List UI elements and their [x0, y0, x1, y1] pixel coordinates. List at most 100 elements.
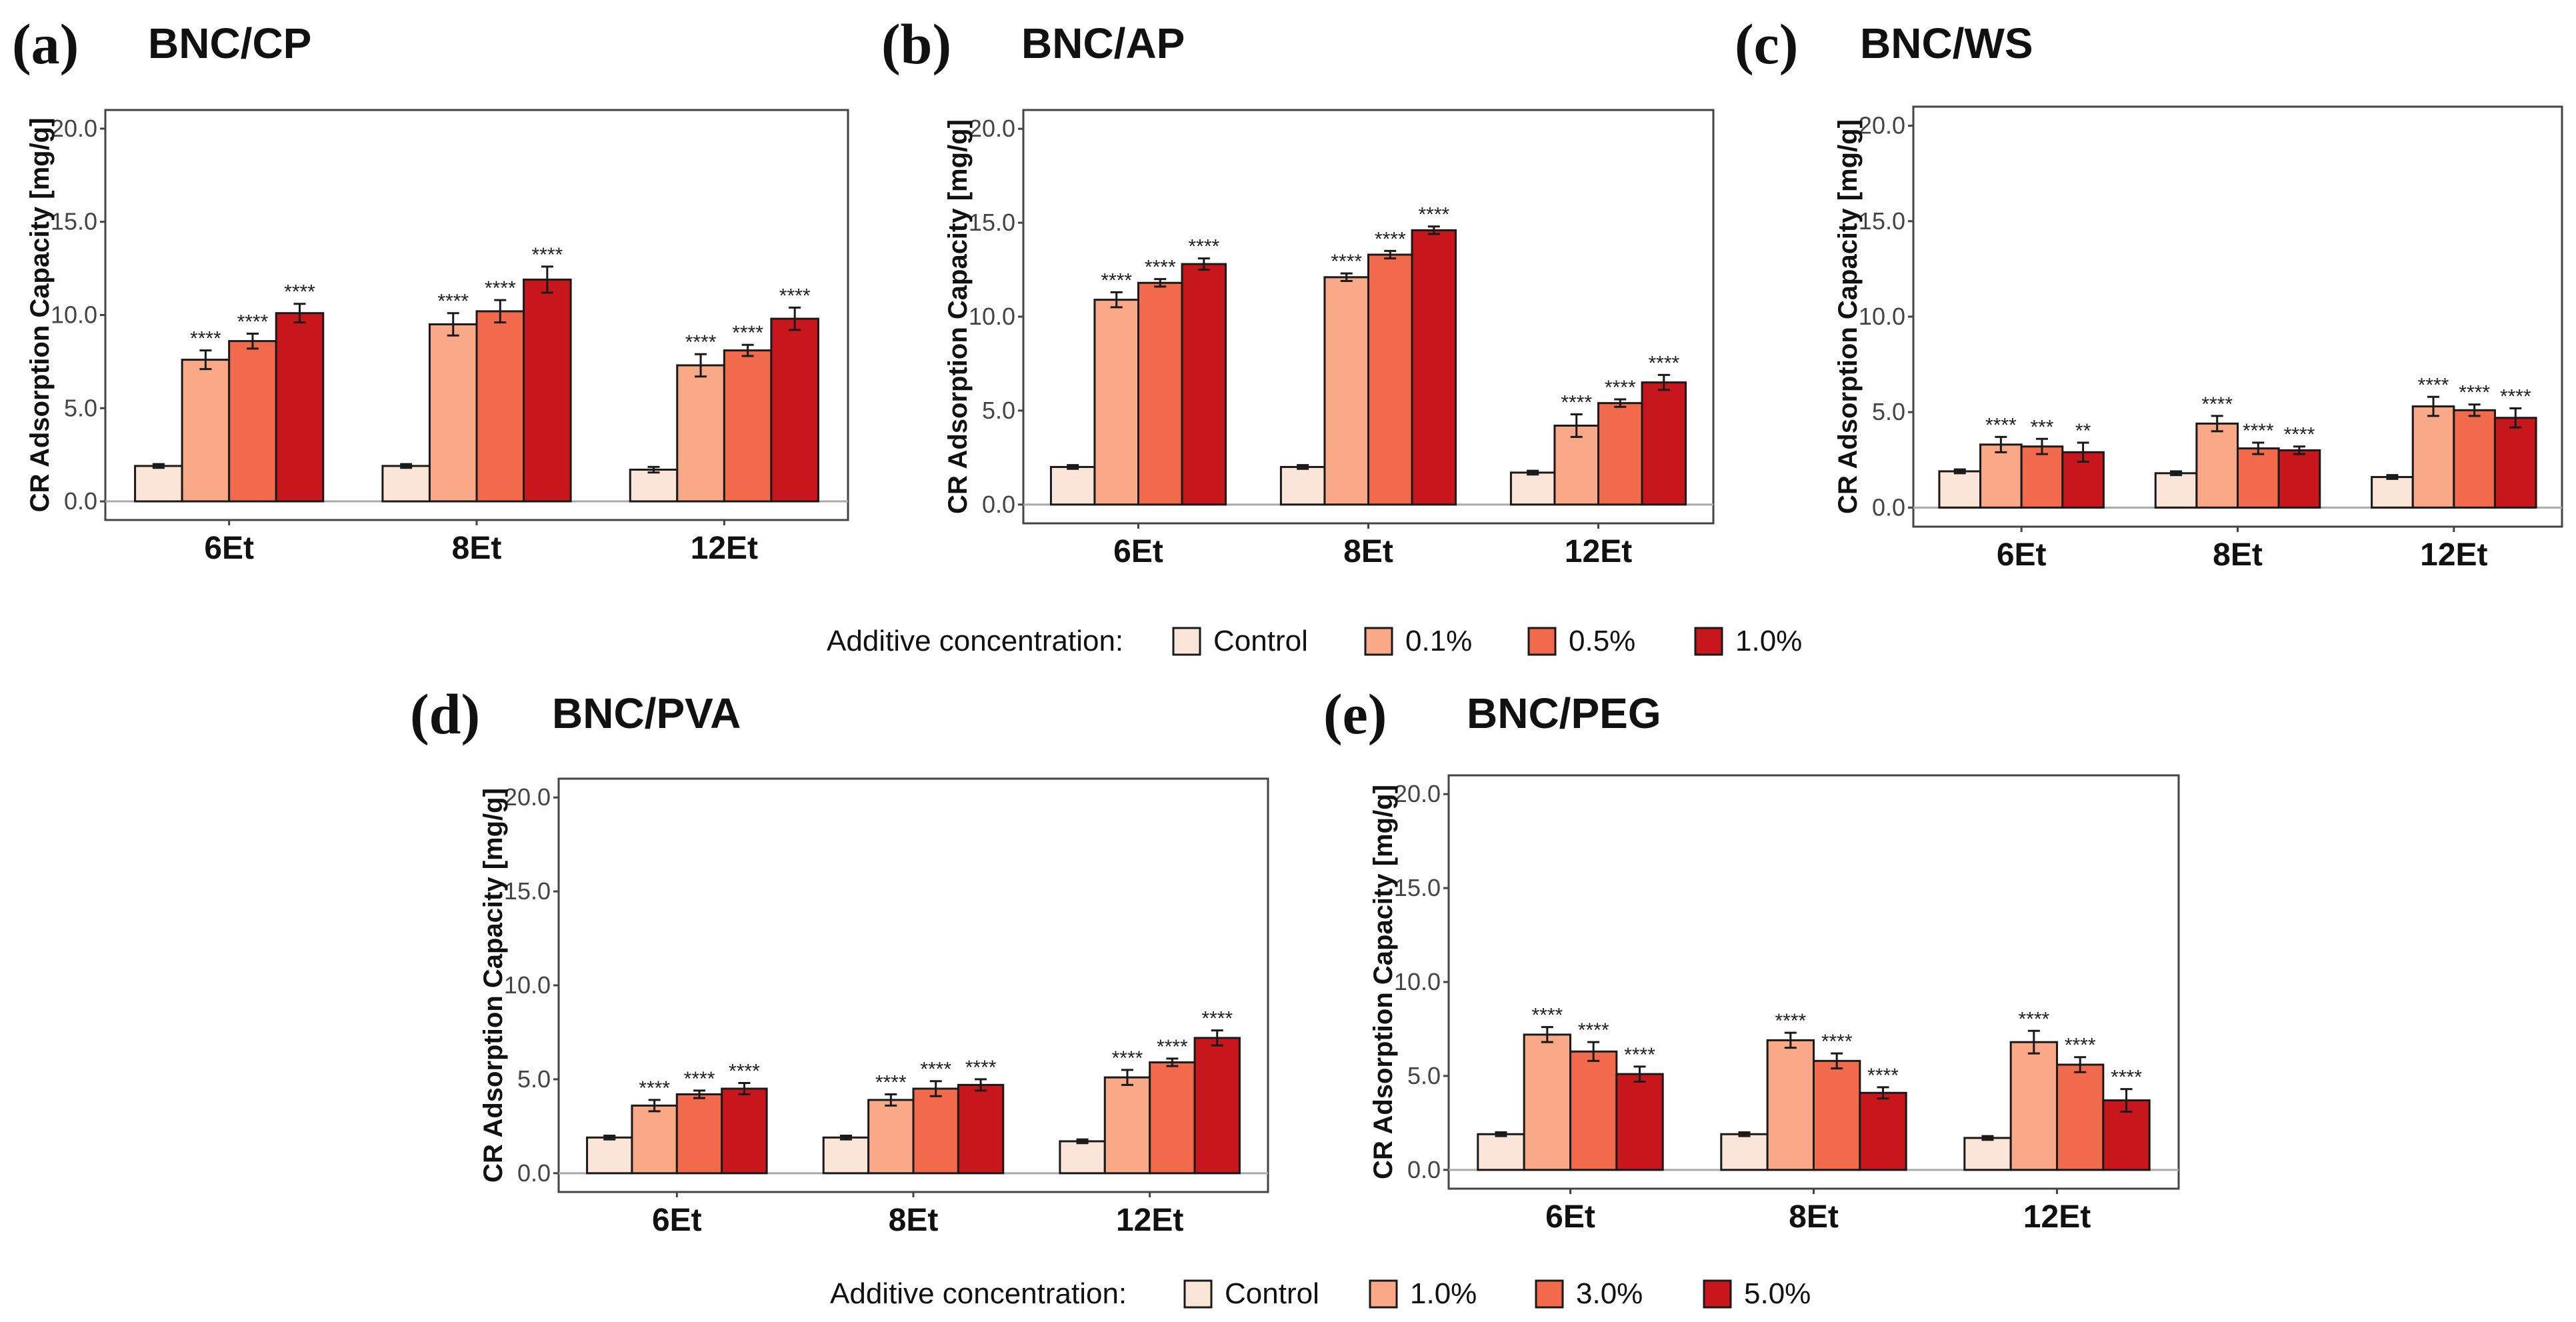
bar	[957, 1083, 1005, 1175]
y-tick-label: 0.0	[517, 1159, 551, 1187]
bar	[723, 349, 773, 503]
bar	[381, 465, 431, 503]
significance-label: ****	[1112, 1047, 1143, 1069]
panel-title: BNC/CP	[148, 19, 311, 67]
panel-letter: (d)	[410, 682, 480, 746]
significance-label: ****	[284, 281, 315, 303]
significance-label: **	[2075, 420, 2091, 442]
panel-title: BNC/WS	[1860, 19, 2033, 67]
y-tick-label: 0.0	[1872, 493, 1905, 521]
bar	[523, 278, 572, 503]
bar	[822, 1136, 870, 1175]
x-tick-label: 12Et	[691, 531, 758, 566]
y-tick-label: 10.0	[1859, 303, 1905, 330]
panel-title: BNC/PVA	[552, 689, 741, 737]
significance-label: ****	[2459, 382, 2490, 404]
y-tick-label: 0.0	[1407, 1156, 1441, 1183]
y-tick-label: 0.0	[982, 491, 1015, 518]
x-tick-label: 6Et	[652, 1203, 702, 1238]
bar	[228, 340, 277, 503]
legend-1: Additive concentration: Control 0.1% 0.5% 1.…	[827, 625, 1802, 657]
significance-label: ****	[1985, 414, 2017, 436]
bar	[1641, 381, 1687, 506]
y-tick-label: 10.0	[51, 301, 97, 329]
legend-swatch	[1364, 627, 1393, 656]
panel-letter: (a)	[12, 12, 79, 76]
bar	[1367, 253, 1413, 506]
bar	[1553, 424, 1599, 506]
y-tick-label: 15.0	[1859, 207, 1905, 235]
bar	[1137, 281, 1183, 506]
x-tick-label: 8Et	[1343, 534, 1393, 569]
significance-label: ****	[1201, 1008, 1233, 1030]
bar	[2453, 409, 2496, 509]
significance-label: ****	[2018, 1008, 2049, 1030]
y-axis-label: CR Adsorption Capacity [mg/g]	[1369, 785, 1398, 1179]
significance-label: ****	[685, 331, 717, 353]
bar	[475, 310, 525, 503]
y-tick-label: 5.0	[517, 1065, 551, 1093]
panel-bnc-ws: (c) BNC/WS 0.0 5.0 10.0 15.0 20.0CR Adsorption…	[1735, 12, 2563, 573]
x-tick-label: 8Et	[2213, 537, 2263, 573]
y-tick-label: 15.0	[969, 209, 1015, 236]
significance-label: ***	[2030, 416, 2053, 438]
panel-letter: (b)	[881, 12, 951, 76]
legend-2: Additive concentration: Control 1.0% 3.0% 5.…	[830, 1277, 1811, 1310]
bar	[1597, 402, 1643, 506]
significance-label: ****	[2418, 374, 2449, 396]
bar	[1181, 263, 1227, 506]
bar	[134, 465, 183, 503]
y-tick-label: 15.0	[51, 208, 97, 235]
significance-label: ****	[2243, 420, 2274, 442]
bar	[2154, 472, 2198, 509]
x-tick-label: 8Et	[1789, 1199, 1839, 1235]
y-tick-label: 5.0	[64, 394, 97, 421]
panel-title: BNC/PEG	[1467, 689, 1661, 737]
panel-bnc-pva: (d) BNC/PVA 0.0 5.0 10.0 15.0 20.0CR Adsorptio…	[410, 682, 1269, 1238]
bar	[2020, 445, 2064, 509]
bar	[2237, 447, 2280, 509]
bar	[2277, 449, 2321, 509]
panel-bnc-peg: (e) BNC/PEG 0.0 5.0 10.0 15.0 20.0CR Adsorptio…	[1323, 682, 2180, 1235]
bar	[1093, 299, 1139, 506]
legend-label: 5.0%	[1744, 1277, 1811, 1310]
bar	[770, 317, 819, 503]
x-tick-label: 6Et	[1545, 1199, 1595, 1235]
significance-label: ****	[2284, 424, 2315, 446]
bar	[2371, 476, 2414, 509]
x-tick-label: 6Et	[1997, 537, 2047, 573]
panel-bnc-ap: (b) BNC/AP 0.0 5.0 10.0 15.0 20.0CR Adsorption…	[881, 12, 1715, 569]
significance-label: ****	[729, 1061, 760, 1083]
y-axis-label: CR Adsorption Capacity [mg/g]	[25, 118, 55, 513]
x-tick-label: 8Et	[452, 531, 502, 566]
y-tick-label: 5.0	[1872, 398, 1905, 425]
bar	[275, 312, 325, 503]
bar	[1477, 1133, 1525, 1171]
significance-label: ****	[1775, 1010, 1806, 1032]
x-tick-label: 12Et	[1116, 1203, 1183, 1238]
significance-label: ****	[237, 311, 269, 333]
bar	[1569, 1050, 1618, 1171]
bar	[1979, 443, 2023, 509]
bar	[1509, 471, 1556, 506]
legend-label: 3.0%	[1576, 1277, 1643, 1310]
significance-label: ****	[639, 1077, 670, 1099]
panel-letter: (c)	[1735, 12, 1798, 76]
bar	[1193, 1037, 1241, 1175]
y-axis-label: CR Adsorption Capacity [mg/g]	[479, 788, 508, 1183]
y-tick-label: 20.0	[969, 115, 1015, 142]
y-tick-label: 15.0	[504, 877, 551, 905]
x-tick-label: 12Et	[2023, 1199, 2091, 1235]
legend-title: Additive concentration:	[827, 625, 1123, 657]
bar	[675, 1093, 723, 1175]
bar	[1049, 465, 1096, 506]
y-tick-label: 10.0	[504, 971, 551, 999]
x-tick-label: 6Et	[204, 531, 254, 566]
bar	[1720, 1133, 1769, 1171]
bar	[1963, 1137, 2012, 1171]
significance-label: ****	[875, 1071, 907, 1093]
bar	[1279, 465, 1326, 506]
y-tick-label: 20.0	[51, 115, 97, 142]
bar	[1059, 1140, 1106, 1175]
